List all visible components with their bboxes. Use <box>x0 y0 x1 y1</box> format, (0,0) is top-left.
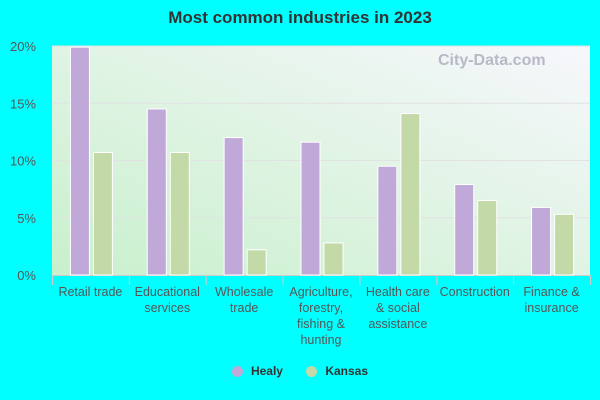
bar-kansas <box>92 151 113 276</box>
y-tick-label: 5% <box>17 211 36 226</box>
x-tick-label: & social <box>376 301 420 315</box>
bar-healy <box>146 108 167 276</box>
legend-swatch <box>306 365 318 377</box>
x-tick-label: fishing & <box>297 317 346 331</box>
x-tick-label: assistance <box>368 317 427 331</box>
legend-swatch <box>231 365 243 377</box>
bar-healy <box>454 184 475 276</box>
x-tick-label: insurance <box>524 301 578 315</box>
legend: Healy Kansas <box>0 364 600 380</box>
x-tick-label: services <box>144 301 190 315</box>
bar-kansas <box>169 151 190 276</box>
legend-label: Healy <box>250 364 283 378</box>
y-tick-label: 15% <box>10 96 36 111</box>
x-tick-label: Agriculture, <box>289 285 352 299</box>
chart-title: Most common industries in 2023 <box>168 8 432 27</box>
bar-kansas <box>323 242 344 276</box>
watermark: City-Data.com <box>438 52 546 69</box>
x-tick-label: Construction <box>440 285 510 299</box>
y-tick-label: 0% <box>17 268 36 283</box>
legend-label: Kansas <box>325 364 369 378</box>
bar-healy <box>531 206 552 276</box>
x-tick-label: Wholesale <box>215 285 273 299</box>
bar-healy <box>300 141 321 276</box>
x-tick-label: Educational <box>135 285 200 299</box>
legend-item-kansas: Kansas <box>306 364 368 378</box>
bar-kansas <box>400 113 421 276</box>
y-tick-label: 10% <box>10 154 36 169</box>
bar-healy <box>69 46 90 276</box>
x-tick-label: hunting <box>300 333 341 347</box>
legend-item-healy: Healy <box>231 364 283 378</box>
y-tick-label: 20% <box>10 39 36 54</box>
x-tick-label: Finance & <box>523 285 580 299</box>
x-tick-label: trade <box>230 301 259 315</box>
bar-kansas <box>554 213 575 276</box>
bar-healy <box>223 137 244 276</box>
bar-healy <box>377 165 398 276</box>
bar-kansas <box>246 249 267 276</box>
x-tick-label: forestry, <box>299 301 343 315</box>
x-tick-label: Retail trade <box>58 285 122 299</box>
x-tick-label: Health care <box>366 285 430 299</box>
bar-kansas <box>477 200 498 276</box>
